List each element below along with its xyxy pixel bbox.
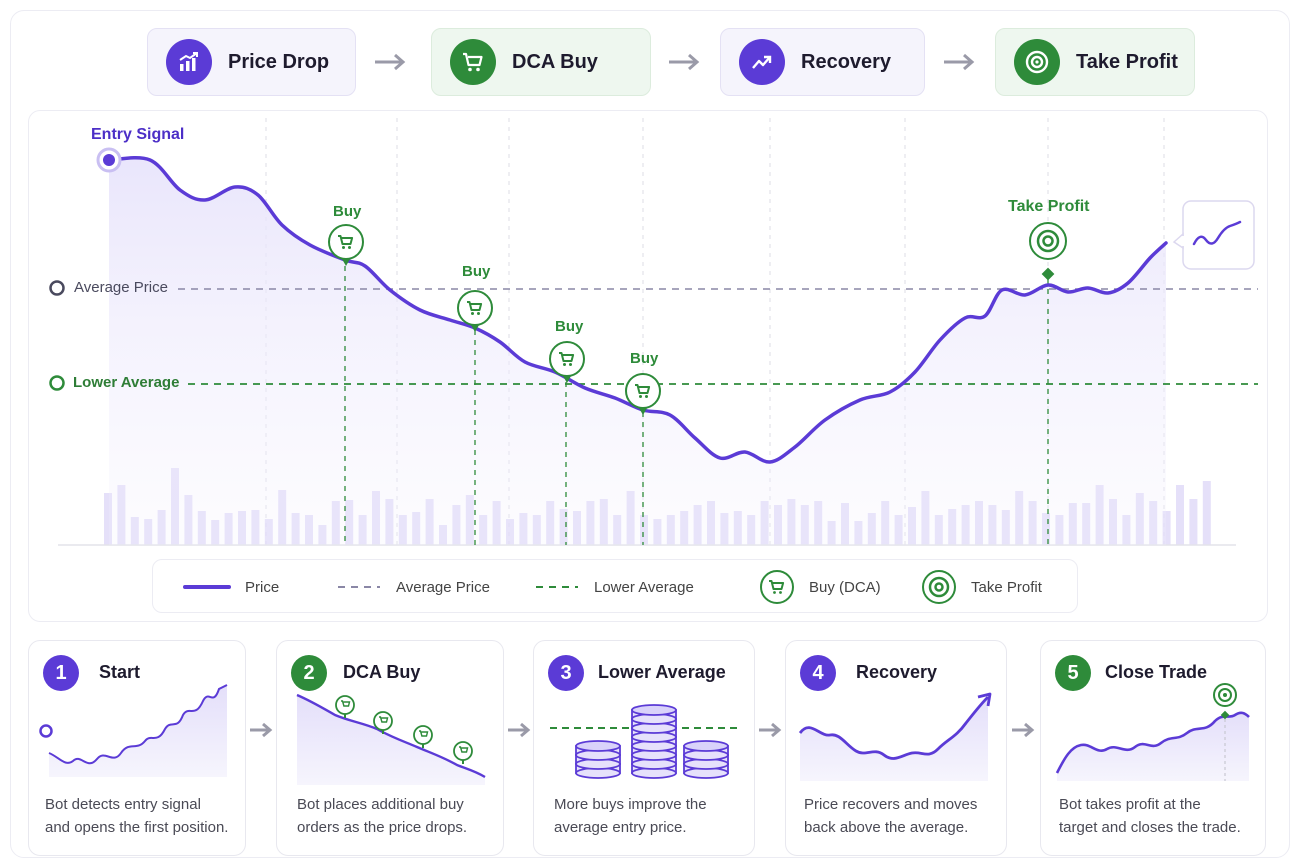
legend-item-lower-average: Lower Average (534, 560, 694, 614)
buy-label: Buy (630, 350, 659, 367)
cart-icon (373, 711, 393, 734)
step-card-title: Lower Average (598, 662, 726, 682)
arrow-right-icon (508, 722, 531, 738)
legend-item-price: Price (183, 560, 279, 614)
recovery-mini-chart (798, 692, 992, 781)
legend-label: Take Profit (971, 578, 1042, 596)
step-card-recovery: 4 Recovery Price recovers and moves back … (785, 640, 1007, 856)
arrow-right-icon (944, 53, 975, 71)
step-card-dca-buy: 2 DCA Buy Bot places additional buy order… (276, 640, 504, 856)
cart-icon (413, 725, 433, 748)
dca-buy-mini-chart (296, 693, 486, 785)
legend-item-buy-dca: Buy (DCA) (759, 560, 881, 614)
legend-label: Price (245, 578, 280, 596)
buy-label: Buy (555, 318, 584, 335)
cart-icon (335, 695, 355, 718)
flow-step-label: Recovery (801, 50, 892, 73)
flow-step-label: Take Profit (1076, 50, 1178, 73)
dashed-line-icon (536, 586, 578, 588)
step-number-badge: 4 (800, 655, 836, 691)
coin-stacks-icon (550, 704, 742, 779)
step-card-close-trade: 5 Close Trade Bot takes profit at the tar… (1040, 640, 1266, 856)
step-number-badge: 2 (291, 655, 327, 691)
step-card-title: Close Trade (1105, 662, 1208, 682)
target-icon (1213, 683, 1237, 720)
step-card-title: Recovery (856, 662, 938, 682)
target-icon (922, 570, 956, 604)
flow-step-label: Price Drop (228, 50, 330, 73)
legend-item-average-price: Average Price (336, 560, 490, 614)
cart-icon (760, 570, 794, 604)
arrow-right-icon (759, 722, 782, 738)
buy-label: Buy (462, 263, 491, 280)
chart-legend: Price Average Price Lower Average Buy (D… (152, 559, 1078, 613)
step-card-start: 1 Start Bot detects entry signal and open… (28, 640, 246, 856)
step-number-badge: 3 (548, 655, 584, 691)
arrow-right-icon (1012, 722, 1035, 738)
legend-item-take-profit: Take Profit (921, 560, 1042, 614)
step-card-description: More buys improve the average entry price… (554, 796, 707, 836)
flow-step-take-profit: Take Profit (995, 28, 1195, 96)
flow-step-price-drop: Price Drop (147, 28, 356, 96)
step-card-lower-average: 3 Lower Average More buys improve the ave… (533, 640, 755, 856)
arrow-right-icon (669, 53, 700, 71)
step-number-badge: 5 (1055, 655, 1091, 691)
cart-icon (453, 741, 473, 764)
lower-average-label: Lower Average (73, 374, 180, 391)
flow-step-recovery: Recovery (720, 28, 925, 96)
flow-step-label: DCA Buy (512, 50, 598, 73)
step-card-title: Start (99, 662, 141, 682)
step-card-description: Bot detects entry signal and opens the fi… (45, 796, 229, 836)
step-card-title: DCA Buy (343, 662, 421, 682)
take-profit-label: Take Profit (1008, 198, 1090, 215)
entry-signal-label: Entry Signal (91, 126, 185, 143)
trend-up-icon (739, 39, 785, 85)
close-trade-mini-chart (1055, 683, 1250, 781)
start-mini-chart (39, 684, 228, 777)
bar-chart-up-icon (166, 39, 212, 85)
buy-label: Buy (333, 203, 362, 220)
cart-icon (450, 39, 496, 85)
step-card-description: Bot places additional buy orders as the p… (297, 796, 468, 836)
flow-step-dca-buy: DCA Buy (431, 28, 651, 96)
legend-label: Buy (DCA) (809, 578, 881, 596)
step-card-description: Price recovers and moves back above the a… (804, 796, 978, 836)
target-icon (1014, 39, 1060, 85)
step-number-badge: 1 (43, 655, 79, 691)
solid-line-icon (183, 585, 231, 589)
legend-label: Average Price (396, 578, 490, 596)
arrow-right-icon (375, 53, 406, 71)
average-price-label: Average Price (74, 279, 168, 296)
step-card-description: Bot takes profit at the target and closes… (1059, 796, 1241, 836)
arrow-right-icon (250, 722, 273, 738)
dashed-line-icon (338, 586, 380, 588)
legend-label: Lower Average (594, 578, 694, 596)
